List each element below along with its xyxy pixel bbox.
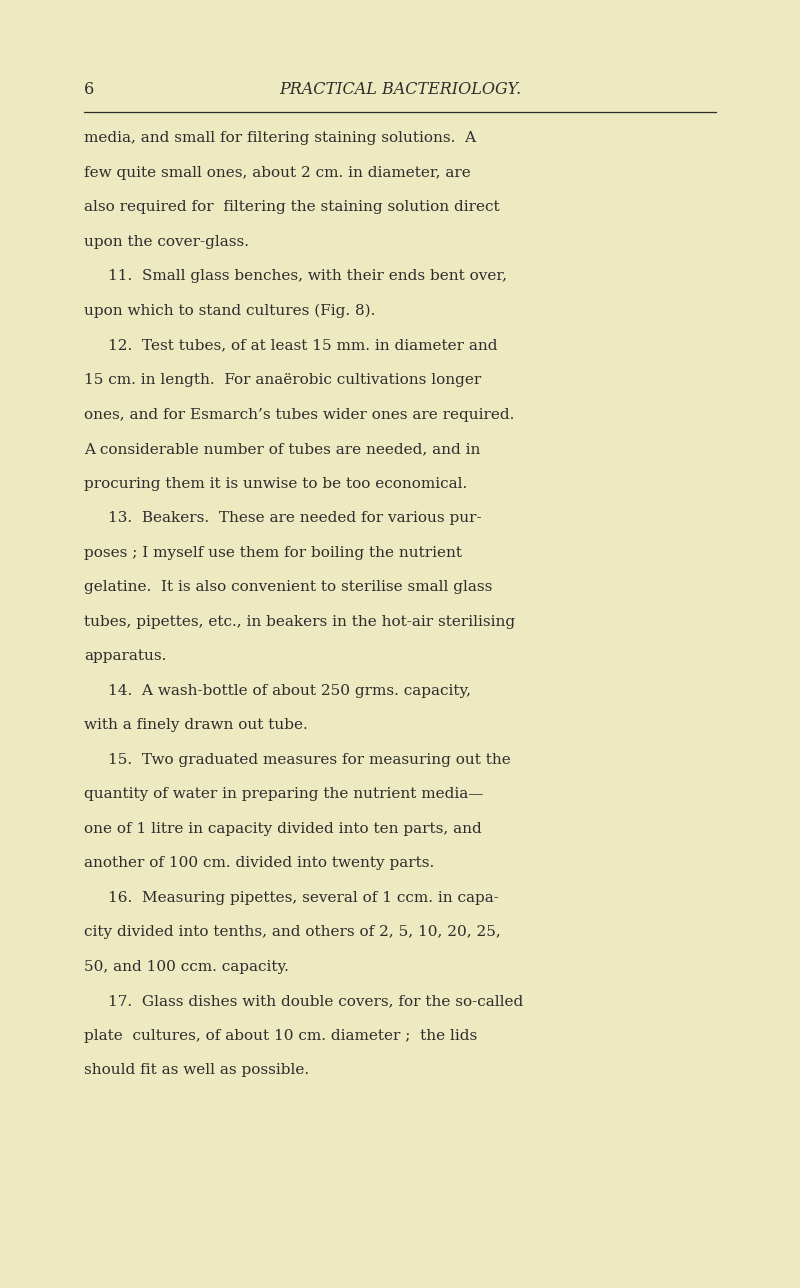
Text: 17.  Glass dishes with double covers, for the so-called: 17. Glass dishes with double covers, for…: [108, 994, 523, 1009]
Text: plate  cultures, of about 10 cm. diameter ;  the lids: plate cultures, of about 10 cm. diameter…: [84, 1029, 478, 1043]
Text: tubes, pipettes, etc., in beakers in the hot-air sterilising: tubes, pipettes, etc., in beakers in the…: [84, 614, 515, 629]
Text: few quite small ones, about 2 cm. in diameter, are: few quite small ones, about 2 cm. in dia…: [84, 166, 470, 180]
Text: another of 100 cm. divided into twenty parts.: another of 100 cm. divided into twenty p…: [84, 857, 434, 871]
Text: 6: 6: [84, 81, 94, 98]
Text: quantity of water in preparing the nutrient media—: quantity of water in preparing the nutri…: [84, 787, 483, 801]
Text: A considerable number of tubes are needed, and in: A considerable number of tubes are neede…: [84, 442, 480, 456]
Text: procuring them it is unwise to be too economical.: procuring them it is unwise to be too ec…: [84, 477, 467, 491]
Text: one of 1 litre in capacity divided into ten parts, and: one of 1 litre in capacity divided into …: [84, 822, 482, 836]
Text: poses ; I myself use them for boiling the nutrient: poses ; I myself use them for boiling th…: [84, 546, 462, 559]
Text: gelatine.  It is also convenient to sterilise small glass: gelatine. It is also convenient to steri…: [84, 580, 492, 594]
Text: city divided into tenths, and others of 2, 5, 10, 20, 25,: city divided into tenths, and others of …: [84, 925, 501, 939]
Text: 15.  Two graduated measures for measuring out the: 15. Two graduated measures for measuring…: [108, 752, 510, 766]
Text: 16.  Measuring pipettes, several of 1 ccm. in capa-: 16. Measuring pipettes, several of 1 ccm…: [108, 891, 499, 904]
Text: with a finely drawn out tube.: with a finely drawn out tube.: [84, 719, 308, 732]
Text: ones, and for Esmarch’s tubes wider ones are required.: ones, and for Esmarch’s tubes wider ones…: [84, 407, 514, 421]
Text: 50, and 100 ccm. capacity.: 50, and 100 ccm. capacity.: [84, 960, 289, 974]
Text: 14.  A wash-bottle of about 250 grms. capacity,: 14. A wash-bottle of about 250 grms. cap…: [108, 684, 471, 698]
Text: 11.  Small glass benches, with their ends bent over,: 11. Small glass benches, with their ends…: [108, 269, 507, 283]
Text: 12.  Test tubes, of at least 15 mm. in diameter and: 12. Test tubes, of at least 15 mm. in di…: [108, 339, 498, 353]
Text: media, and small for filtering staining solutions.  A: media, and small for filtering staining …: [84, 131, 476, 146]
Text: 13.  Beakers.  These are needed for various pur-: 13. Beakers. These are needed for variou…: [108, 511, 482, 526]
Text: PRACTICAL BACTERIOLOGY.: PRACTICAL BACTERIOLOGY.: [279, 81, 521, 98]
Text: upon the cover-glass.: upon the cover-glass.: [84, 234, 249, 249]
Text: apparatus.: apparatus.: [84, 649, 166, 663]
Text: 15 cm. in length.  For anaërobic cultivations longer: 15 cm. in length. For anaërobic cultivat…: [84, 374, 482, 386]
Text: should fit as well as possible.: should fit as well as possible.: [84, 1064, 309, 1077]
Text: also required for  filtering the staining solution direct: also required for filtering the staining…: [84, 201, 500, 214]
Text: upon which to stand cultures (Fig. 8).: upon which to stand cultures (Fig. 8).: [84, 304, 375, 318]
